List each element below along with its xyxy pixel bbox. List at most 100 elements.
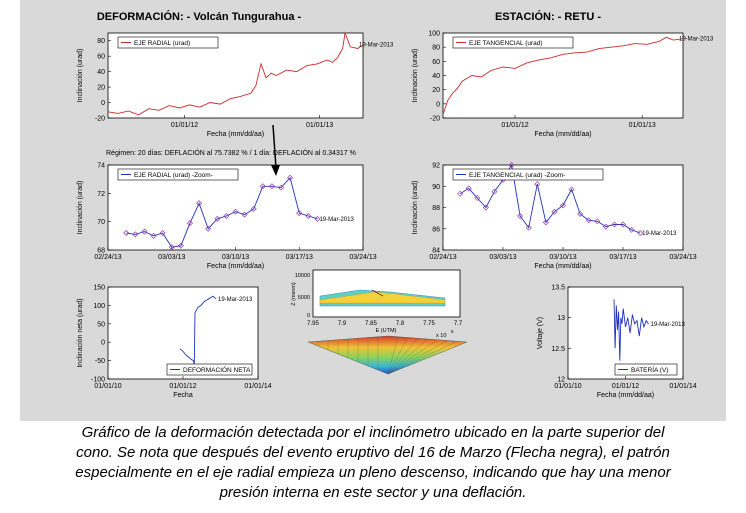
plot-area [107,286,259,380]
data-point-marker [602,223,609,230]
y-tick-label: 12 [557,377,565,384]
data-point-marker [268,183,275,190]
chart-neta: -100 -50 0 50 100 150 01/01/10 01/01/12 01/01/14… [77,285,272,400]
legend-label: EJE RADIAL (urad) [134,40,190,47]
data-point-marker [637,230,644,236]
x-axis-label: Fecha (mm/dd/aa) [597,392,654,399]
data-point-marker [542,219,549,226]
data-point-marker [168,244,175,251]
y-tick-label: -20 [95,116,105,123]
data-point-marker [508,162,515,168]
data-point-marker [186,220,193,227]
y-tick-label: 72 [97,191,105,198]
end-date-label: 19-Mar-2013 [642,231,677,237]
title-right: ESTACIÓN: - RETU - [495,10,601,23]
data-point-marker [214,215,221,222]
exponent-power: 5 [451,329,454,334]
y-tick-label: 0 [101,340,105,347]
x-tick-label: 03/17/13 [609,254,636,261]
y-axis-label: Inclinación (urad) [412,49,419,103]
x-tick-label: 01/01/10 [554,383,581,390]
data-point-marker [628,226,635,233]
y-tick-label: 88 [432,205,440,212]
end-date-label: 19-Mar-2013 [218,297,253,303]
x-tick-label: 03/24/13 [349,254,376,261]
series-line [179,295,217,365]
y-tick-label: 100 [428,31,440,38]
data-point-marker [296,210,303,217]
y-tick-label: 20 [432,87,440,94]
y-tick-label: 50 [97,321,105,328]
e-tick-label: 7.7 [454,321,463,327]
x-tick-label: 02/24/13 [429,254,456,261]
legend-box [452,168,604,181]
data-point-marker [594,218,601,225]
y-axis-label: Inclinación (urad) [77,181,84,235]
z-tick-label: 0 [307,313,310,319]
x-tick-label: 01/01/10 [94,383,121,390]
x-tick-label: 02/24/13 [94,254,121,261]
data-point-marker [259,183,266,190]
y-tick-label: 40 [97,69,105,76]
eruption-arrow [271,124,280,176]
e-tick-label: 7.9 [338,321,347,327]
data-point-marker [457,190,464,197]
data-point-marker [287,174,294,181]
e-tick-label: 7.8 [396,321,405,327]
chart-tangencial_zoom: 84 86 88 90 92 02/24/13 03/03/13 03/10/13 03/17/… [412,162,697,270]
data-point-marker [205,225,212,232]
mesh-line [387,339,438,375]
y-tick-label: 20 [97,85,105,92]
end-date-label: 19-Mar-2013 [359,43,394,49]
data-point-marker [305,213,312,219]
legend-label: BATERÍA (V) [631,365,668,374]
data-point-marker [278,184,285,191]
legend-box [614,363,678,376]
y-tick-label: -100 [91,377,105,384]
x-tick-label: 01/01/12 [171,122,198,129]
legend-label: EJE RADIAL (urad) -Zoom- [134,172,213,179]
data-point-marker [525,224,532,231]
x-tick-label: 03/03/13 [489,254,516,261]
x-tick-label: 03/10/13 [549,254,576,261]
y-tick-label: 90 [432,184,440,191]
legend-box [117,168,239,181]
y-tick-label: 60 [432,59,440,66]
data-point-marker [560,202,566,209]
z-tick-label: 10000 [295,273,310,279]
exponent-label: x 10 [436,333,446,339]
mesh-line [387,341,458,375]
data-point-marker [465,185,472,192]
end-date-label: 19-Mar-2013 [679,37,714,43]
y-tick-label: 0 [436,101,440,108]
data-point-marker [196,200,203,207]
data-point-marker [232,208,239,215]
y-tick-label: 84 [432,248,440,255]
end-date-label: 19-Mar-2013 [319,217,354,223]
mesh-line [387,340,448,375]
x-tick-label: 01/01/12 [612,383,639,390]
e-tick-label: 7.95 [307,321,319,327]
chart-radial_zoom: 68 70 72 74 02/24/13 03/03/13 03/10/13 03/17/13… [77,163,377,271]
surface-band-top [319,291,446,304]
figure-svg: DEFORMACIÓN: - Volcán Tungurahua - ESTAC… [77,10,714,400]
y-tick-label: 60 [97,54,105,61]
y-tick-label: 12.5 [551,346,565,353]
mesh-surface [307,335,468,375]
x-axis-label: Fecha (mm/dd/aa) [207,263,264,270]
caption-line-2: cono. Se nota que después del evento eru… [76,444,670,461]
data-point-marker [568,186,575,193]
figure-panel: DEFORMACIÓN: - Volcán Tungurahua - ESTAC… [20,0,726,421]
figure-caption: Gráfico de la deformación detectada por … [0,423,746,503]
chart-bateria: 12 12.5 13 13.5 01/01/10 01/01/12 01/01/14 Fech… [537,285,697,400]
chart-radial: -20 0 20 40 60 80 01/01/12 01/01/13 Fecha (mm/dd… [77,31,394,138]
e-tick-label: 7.85 [365,321,377,327]
legend-label: EJE TANGENCIAL (urad) [469,40,543,47]
mesh-line [387,336,398,375]
series-line [442,36,684,115]
y-tick-label: 40 [432,73,440,80]
data-point-marker [482,204,489,211]
y-axis-label: Inclinación neta (urad) [77,298,84,367]
regime-text: Régimen: 20 días: DEFLACIÓN al 75.7382 %… [106,148,356,157]
y-tick-label: 150 [93,285,105,292]
